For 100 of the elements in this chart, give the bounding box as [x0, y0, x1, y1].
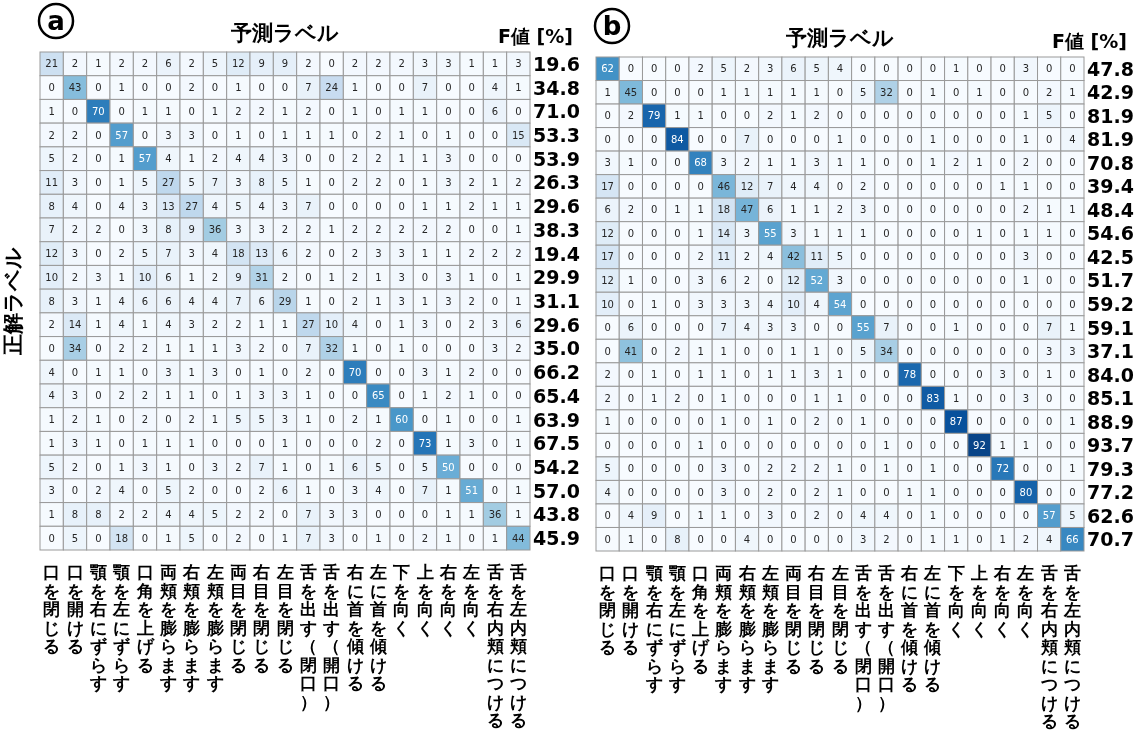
data-label: 11: [45, 176, 59, 188]
data-label: 0: [604, 133, 611, 145]
data-label: 0: [118, 105, 125, 117]
data-label: 1: [953, 63, 960, 75]
data-label: 0: [1069, 157, 1076, 169]
data-label: 3: [351, 508, 359, 520]
data-label: 0: [328, 437, 335, 449]
x-tick-label: 口を閉じる: [599, 563, 617, 657]
data-label: 1: [421, 248, 429, 260]
data-label: 2: [674, 392, 681, 404]
data-label: 0: [468, 414, 475, 426]
data-label: 1: [398, 319, 405, 331]
data-label: 7: [258, 461, 265, 473]
data-label: 0: [235, 485, 242, 497]
data-label: 4: [165, 153, 172, 165]
data-label: 2: [351, 58, 359, 70]
data-label: 4: [627, 510, 635, 522]
data-label: 3: [1069, 345, 1076, 357]
data-label: 5: [860, 86, 867, 98]
data-label: 3: [258, 390, 265, 402]
data-label: 3: [71, 176, 79, 188]
data-label: 3: [1022, 392, 1030, 404]
data-label: 0: [697, 486, 704, 498]
data-label: 0: [398, 82, 405, 94]
data-label: 0: [328, 248, 335, 260]
data-label: 0: [328, 153, 335, 165]
data-label: 2: [375, 437, 382, 449]
data-label: 0: [95, 390, 102, 402]
y2-tick-label: 45.9: [533, 527, 580, 550]
data-label: 0: [883, 416, 890, 428]
data-label: 0: [674, 251, 681, 263]
y2-tick-label: 35.0: [533, 337, 580, 360]
data-label: 0: [445, 319, 452, 331]
data-label: 0: [953, 486, 960, 498]
data-label: 0: [627, 392, 635, 404]
data-label: 1: [953, 322, 960, 334]
data-label: 0: [743, 392, 751, 404]
data-label: 0: [650, 227, 658, 239]
data-label: 0: [836, 510, 844, 522]
data-label: 5: [165, 485, 172, 497]
data-label: 0: [351, 437, 359, 449]
y2-tick-label: 65.4: [533, 384, 580, 407]
data-label: 0: [398, 532, 405, 544]
data-label: 2: [351, 224, 359, 236]
data-label: 0: [999, 86, 1006, 98]
data-label: 4: [1045, 533, 1053, 545]
data-label: 2: [235, 532, 242, 544]
y2-tick-label: 31.1: [533, 290, 580, 312]
data-label: 66: [1066, 533, 1079, 545]
data-label: 2: [258, 105, 265, 117]
data-label: 1: [95, 319, 102, 331]
data-label: 0: [1069, 274, 1076, 286]
data-label: 0: [71, 485, 79, 497]
data-label: 0: [906, 510, 913, 522]
data-label: 70: [91, 105, 105, 117]
chart-title: a: [47, 6, 65, 36]
data-label: 4: [71, 200, 79, 212]
data-label: 1: [1022, 439, 1030, 451]
data-label: 0: [1069, 180, 1076, 192]
data-label: 0: [743, 439, 751, 451]
data-label: 0: [790, 510, 797, 522]
data-label: 0: [836, 533, 844, 545]
data-label: 0: [813, 133, 820, 145]
data-label: 0: [328, 414, 335, 426]
data-label: 1: [515, 437, 522, 449]
data-label: 3: [211, 461, 219, 473]
data-label: 0: [674, 298, 681, 310]
data-label: 0: [627, 133, 635, 145]
data-label: 0: [650, 439, 658, 451]
data-label: 0: [674, 510, 681, 522]
y2-axis-title: F値 [%]: [498, 25, 573, 47]
data-label: 2: [1022, 533, 1030, 545]
data-label: 2: [860, 180, 867, 192]
x-tick-label: 上を向く: [969, 563, 988, 639]
data-label: 0: [305, 271, 312, 283]
data-label: 0: [883, 369, 890, 381]
data-label: 1: [860, 157, 867, 169]
data-label: 0: [883, 204, 890, 216]
data-label: 4: [188, 508, 195, 520]
y2-tick-label: 29.6: [533, 313, 580, 336]
data-label: 27: [185, 200, 199, 212]
data-label: 1: [165, 532, 172, 544]
data-label: 0: [95, 532, 102, 544]
data-label: 0: [515, 105, 522, 117]
data-label: 0: [720, 439, 727, 451]
data-label: 2: [491, 248, 499, 260]
data-label: 3: [211, 366, 219, 378]
data-label: 0: [790, 133, 797, 145]
data-label: 0: [860, 439, 867, 451]
data-label: 4: [813, 180, 820, 192]
data-label: 0: [491, 485, 499, 497]
data-label: 1: [48, 105, 55, 117]
data-label: 0: [375, 342, 382, 354]
data-label: 1: [398, 342, 405, 354]
data-label: 2: [211, 153, 219, 165]
data-label: 2: [767, 486, 774, 498]
data-label: 1: [281, 105, 289, 117]
y2-tick-label: 70.7: [1087, 528, 1134, 551]
data-label: 55: [763, 227, 777, 239]
data-label: 10: [325, 319, 339, 331]
